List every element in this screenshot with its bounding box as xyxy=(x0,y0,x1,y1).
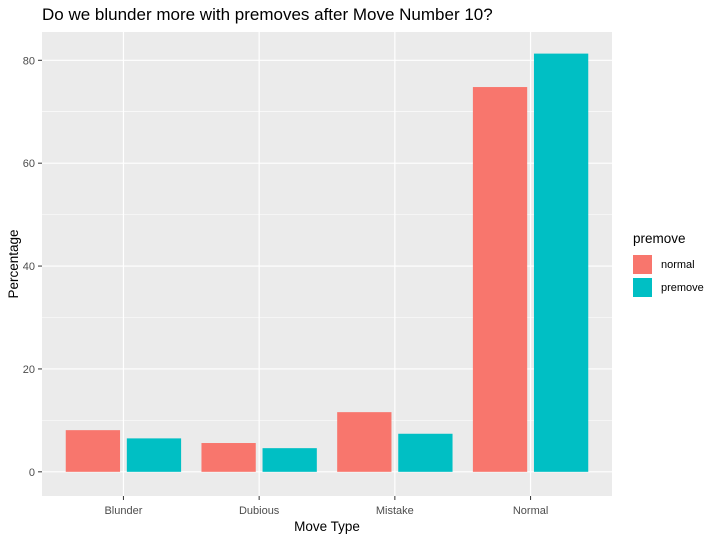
x-tick-label: Normal xyxy=(513,505,548,517)
bar-normal-normal xyxy=(472,87,528,472)
bars xyxy=(65,53,589,472)
legend-key-premove xyxy=(633,278,652,297)
y-tick-label: 0 xyxy=(29,467,35,479)
bar-premove-dubious xyxy=(262,448,317,472)
y-axis-title: Percentage xyxy=(6,229,21,298)
bar-normal-mistake xyxy=(337,412,392,472)
bar-premove-blunder xyxy=(126,438,182,472)
legend: premove normal premove xyxy=(633,231,704,299)
legend-title: premove xyxy=(633,231,686,246)
legend-item-normal: normal xyxy=(633,253,704,276)
bar-premove-mistake xyxy=(398,433,453,472)
y-tick-label: 60 xyxy=(23,158,35,170)
x-tick-label: Mistake xyxy=(376,505,414,517)
x-tick-label: Dubious xyxy=(239,505,280,517)
y-axis-ticks: 0 20 40 60 80 xyxy=(23,55,42,479)
bar-premove-normal xyxy=(533,53,589,472)
y-tick-label: 80 xyxy=(23,55,35,67)
bar-normal-blunder xyxy=(65,430,121,472)
legend-label-normal: normal xyxy=(661,258,695,271)
chart-title: Do we blunder more with premoves after M… xyxy=(42,5,493,24)
y-tick-label: 40 xyxy=(23,261,35,273)
x-axis-ticks: Blunder Dubious Mistake Normal xyxy=(104,496,548,517)
legend-item-premove: premove xyxy=(633,276,704,299)
x-axis-title: Move Type xyxy=(294,519,360,534)
x-tick-label: Blunder xyxy=(104,505,142,517)
legend-label-premove: premove xyxy=(661,281,704,294)
y-tick-label: 20 xyxy=(23,364,35,376)
legend-key-normal xyxy=(633,255,652,274)
bar-normal-dubious xyxy=(201,443,256,472)
